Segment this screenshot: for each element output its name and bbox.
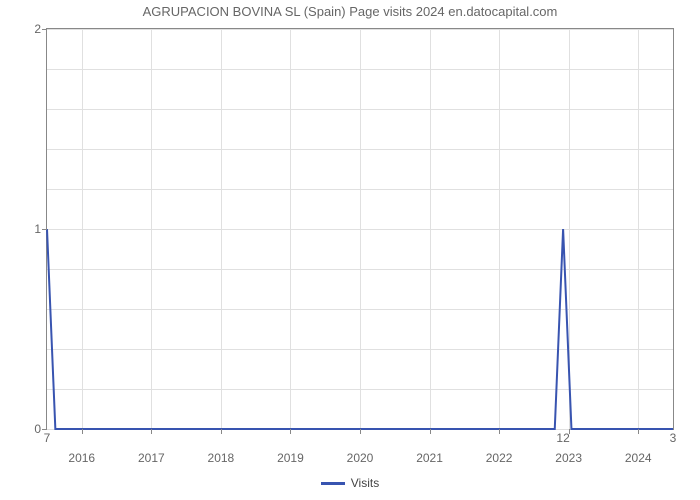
legend: Visits	[0, 476, 700, 490]
xtick-mark	[290, 429, 291, 434]
xtick-label: 2017	[138, 429, 165, 465]
xtick-label: 2024	[625, 429, 652, 465]
xtick-mark	[499, 429, 500, 434]
xtick-label: 2021	[416, 429, 443, 465]
series-line	[47, 29, 673, 429]
xtick-label: 2020	[347, 429, 374, 465]
series-value-label: 7	[44, 429, 51, 445]
xtick-mark	[360, 429, 361, 434]
xtick-mark	[82, 429, 83, 434]
legend-swatch	[321, 482, 345, 485]
xtick-mark	[221, 429, 222, 434]
xtick-mark	[151, 429, 152, 434]
ytick-mark	[42, 229, 47, 230]
xtick-mark	[569, 429, 570, 434]
ytick-mark	[42, 29, 47, 30]
xtick-label: 2019	[277, 429, 304, 465]
xtick-label: 2018	[208, 429, 235, 465]
legend-label: Visits	[351, 476, 379, 490]
series-polyline	[47, 229, 673, 429]
xtick-label: 2022	[486, 429, 513, 465]
plot-area: 012 201620172018201920202021202220232024…	[46, 28, 674, 430]
xtick-label: 2016	[68, 429, 95, 465]
xtick-mark	[638, 429, 639, 434]
xtick-mark	[430, 429, 431, 434]
series-value-label: 3	[670, 429, 677, 445]
ytick-mark	[42, 429, 47, 430]
chart-title: AGRUPACION BOVINA SL (Spain) Page visits…	[0, 4, 700, 19]
